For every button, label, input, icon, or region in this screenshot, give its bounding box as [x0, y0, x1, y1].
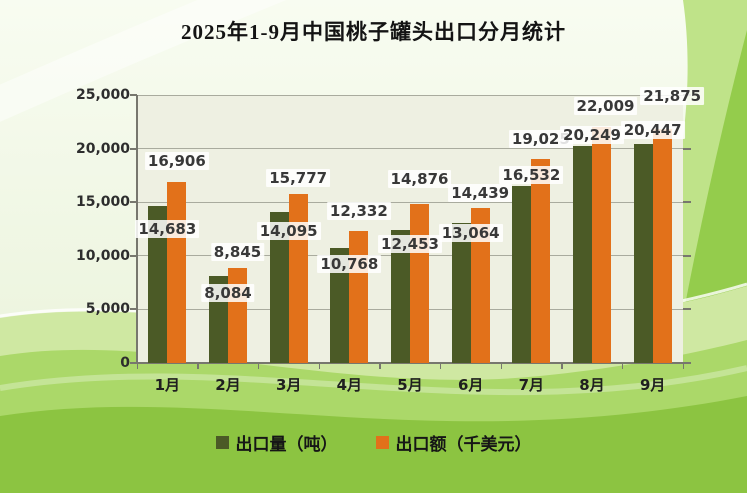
x-axis-tick [257, 363, 260, 369]
bar-export-value [288, 193, 308, 363]
value-label-export-value: 14,876 [387, 169, 452, 188]
bar-export-volume [512, 185, 532, 363]
y-axis-tick [130, 201, 137, 204]
x-axis-tick [439, 363, 442, 369]
y-axis-tick-right [683, 201, 691, 204]
value-label-export-volume: 8,084 [201, 284, 255, 303]
x-axis-tick [136, 363, 138, 369]
x-axis-tick [561, 363, 563, 369]
x-axis-tick [621, 363, 624, 369]
legend-label: 出口量（吨） [235, 435, 338, 454]
y-axis-tick [130, 147, 137, 150]
legend-item: 出口量（吨） [215, 430, 338, 455]
y-axis-tick-right [683, 362, 691, 364]
bar-export-value [531, 159, 551, 363]
bar-export-volume [269, 211, 289, 363]
x-axis-tick [379, 363, 381, 369]
bar-export-volume [391, 229, 410, 363]
x-tick-label: 2月 [215, 376, 241, 394]
value-label-export-value: 14,439 [448, 184, 513, 203]
x-tick-label: 9月 [639, 376, 666, 394]
x-tick-label: 4月 [336, 376, 363, 394]
bar-export-value [228, 268, 247, 363]
bar-export-volume [451, 222, 471, 363]
bar-export-value [592, 127, 611, 363]
x-tick-label: 7月 [518, 376, 545, 394]
value-label-export-volume: 12,453 [378, 234, 442, 253]
bar-export-value [349, 230, 369, 363]
bar-export-volume [573, 145, 592, 363]
legend-swatch-export-volume [215, 436, 229, 449]
value-label-export-value: 19,025 [508, 130, 573, 149]
value-label-export-value: 8,845 [210, 243, 265, 262]
x-axis-tick [318, 363, 320, 369]
bar-export-value [410, 203, 429, 363]
y-axis-tick-right [683, 308, 691, 311]
gridline [137, 201, 683, 203]
background-wave-deep [0, 396, 747, 493]
value-label-export-volume: 13,064 [438, 223, 503, 242]
y-tick-label: 15,000 [75, 194, 130, 211]
y-tick-label: 25,000 [75, 87, 130, 103]
value-label-export-volume: 14,683 [135, 219, 200, 238]
background-wave-highlight [0, 365, 747, 396]
x-tick-label: 5月 [397, 376, 423, 394]
value-label-export-volume: 20,447 [620, 120, 685, 139]
bar-export-volume [633, 143, 653, 363]
legend-label: 出口额（千美元） [395, 435, 532, 454]
bar-export-value [167, 181, 187, 363]
value-label-export-volume: 10,768 [317, 254, 382, 273]
value-label-export-volume: 16,532 [499, 165, 564, 184]
legend-swatch-export-value [375, 436, 389, 449]
y-tick-label: 0 [120, 355, 130, 371]
y-tick-label: 5,000 [85, 301, 130, 318]
value-label-export-value: 22,009 [573, 97, 638, 116]
y-axis-tick [130, 362, 137, 364]
x-tick-label: 3月 [275, 376, 302, 394]
x-axis-tick [500, 363, 502, 369]
value-label-export-value: 21,875 [640, 86, 705, 105]
chart-title: 2025年1-9月中国桃子罐头出口分月统计 [181, 20, 566, 44]
x-tick-label: 6月 [457, 376, 484, 394]
value-label-export-volume: 14,095 [256, 221, 321, 240]
y-tick-label: 20,000 [75, 140, 130, 157]
x-axis-tick [197, 363, 199, 369]
y-axis-tick [130, 254, 137, 257]
legend: 出口量（吨） 出口额（千美元） [0, 430, 747, 455]
gridline [137, 94, 683, 96]
bar-export-value [470, 208, 490, 363]
bar-export-volume [148, 205, 168, 363]
x-axis-tick [682, 363, 684, 369]
y-axis-tick-right [683, 254, 691, 257]
bar-export-value [652, 128, 672, 363]
value-label-export-value: 12,332 [326, 201, 391, 220]
x-axis [136, 362, 684, 364]
y-tick-label: 10,000 [75, 247, 130, 264]
gridline [137, 148, 683, 150]
y-axis-tick-right [683, 147, 691, 150]
bar-export-volume [330, 247, 350, 363]
legend-item: 出口额（千美元） [375, 430, 532, 455]
value-label-export-value: 16,906 [144, 151, 209, 170]
value-label-export-volume: 20,249 [560, 125, 624, 144]
x-tick-label: 8月 [579, 376, 605, 394]
x-tick-label: 1月 [154, 376, 181, 394]
y-axis-tick [130, 94, 137, 96]
background-highlight-arc [0, 0, 287, 122]
y-axis-tick [130, 308, 137, 311]
value-label-export-value: 15,777 [266, 168, 331, 187]
